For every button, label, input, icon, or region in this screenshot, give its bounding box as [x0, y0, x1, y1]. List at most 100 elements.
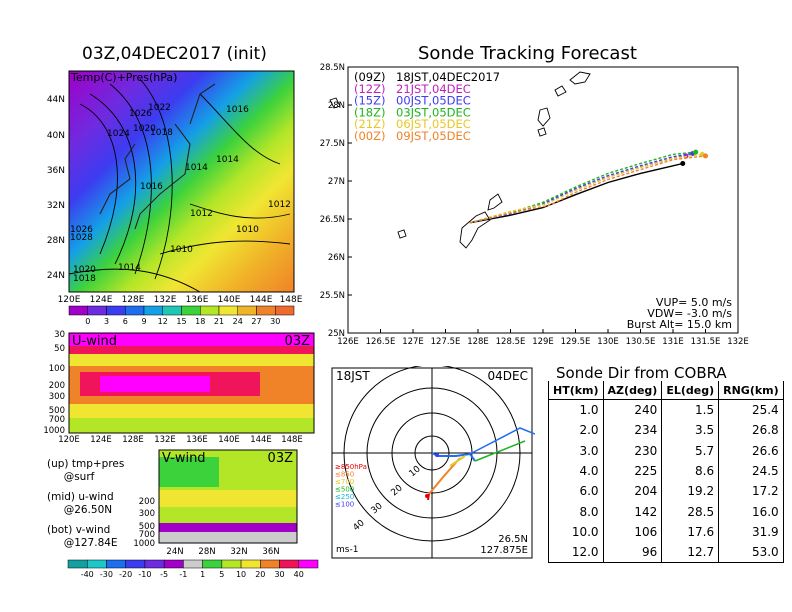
pressure-label: 1016 [226, 105, 249, 115]
table-cell: 3.0 [548, 440, 604, 461]
table-row: 4.0 225 8.6 24.5 [548, 460, 784, 482]
colorbar-segment [200, 305, 220, 316]
table-cell: 24.5 [718, 460, 784, 482]
colorbar-segment [162, 305, 182, 316]
table-row: 12.0 96 12.7 53.0 [548, 542, 784, 564]
table-cell: 12.0 [548, 542, 604, 564]
pressure-label: 1012 [190, 209, 213, 219]
v-wind-xtick: 24N [166, 547, 183, 557]
v-wind-ytick: 1000 [133, 539, 155, 549]
colorbar-tick: 24 [233, 317, 243, 324]
table-cell: 234 [602, 420, 663, 441]
colorbar-tick: 1 [200, 570, 205, 579]
track-endpoint [703, 153, 708, 159]
u-wind-ytick: 300 [49, 392, 65, 402]
legend-time: 09JST,05DEC [396, 129, 471, 143]
lat-tick-label: 44N [47, 95, 65, 105]
colorbar-segment [144, 559, 165, 569]
colorbar-segment [183, 559, 203, 569]
colorbar-tick: -30 [100, 570, 113, 579]
polar-level-label: ≤850 [335, 471, 354, 479]
table-cell: 25.4 [718, 399, 784, 421]
note-line: (up) tmp+pres [47, 458, 125, 470]
pressure-label: 1024 [107, 129, 130, 139]
lon-tick-label: 144E [250, 295, 273, 305]
vup-param: VUP= 5.0 m/s [656, 296, 732, 309]
wind-colorbar: -40 -30 -20 -10 -5 -1 1 5 10 20 30 40 [67, 559, 319, 579]
lat-tick-label: 25N [328, 329, 345, 339]
table-cell: 8.0 [548, 501, 604, 522]
lat-tick-label: 25.5N [320, 291, 345, 301]
table-cell: 96 [602, 542, 663, 564]
table-cell: 8.6 [661, 460, 720, 482]
colorbar-tick: 30 [270, 317, 280, 324]
legend-run: (12Z) [354, 82, 386, 96]
u-wind-xtick: 144E [250, 435, 272, 443]
colorbar-segment [218, 305, 238, 316]
u-wind-panel: U-wind 03Z 30 50 100 200 300 500 700 100… [43, 330, 315, 443]
lon-tick-label: 129.5E [561, 337, 591, 347]
note-line: @surf [47, 471, 95, 483]
lat-tick-label: 36N [47, 166, 65, 176]
v-wind-ytick: 200 [139, 497, 155, 507]
colorbar-segment [298, 559, 319, 569]
u-wind-ytick: 1000 [43, 426, 65, 436]
table-cell: 1.0 [548, 399, 604, 421]
colorbar-tick: 10 [236, 570, 246, 579]
colorbar-segment [237, 305, 257, 316]
u-wind-xtick: 128E [122, 435, 144, 443]
v-wind-ytick: 300 [139, 509, 155, 519]
polar-lat: 26.5N [498, 534, 528, 545]
note-line: @26.50N [47, 504, 113, 516]
v-wind-time: 03Z [268, 451, 294, 466]
pressure-label: 1016 [140, 182, 163, 192]
table-cell: 230 [602, 440, 663, 461]
table-cell: 5.7 [661, 440, 720, 461]
table-cell: 6.0 [548, 481, 604, 502]
track-endpoint [693, 149, 699, 155]
legend-time: 06JST,05DEC [396, 117, 471, 131]
legend-time: 03JST,05DEC [396, 105, 471, 119]
lon-tick-label: 128E [467, 337, 489, 347]
u-wind-ytick: 100 [49, 364, 65, 374]
track-line [469, 162, 683, 224]
temp-pressure-map: 1026 1022 1016 1024 1020 1018 1014 1014 … [47, 70, 303, 324]
colorbar-tick: 40 [294, 570, 304, 579]
u-wind-xtick: 136E [186, 435, 208, 443]
v-wind-label: V-wind [162, 451, 206, 466]
left-panel-title: 03Z,04DEC2017 (init) [82, 44, 267, 64]
u-wind-label: U-wind [72, 334, 117, 349]
polar-unit: ms-1 [336, 545, 358, 555]
colorbar-segment [125, 559, 146, 569]
pressure-label: 1018 [73, 274, 96, 284]
v-wind-xtick: 32N [230, 547, 247, 557]
colorbar-segment [143, 305, 163, 316]
table-cell: 142 [602, 501, 663, 522]
polar-date: 04DEC [488, 369, 528, 383]
colorbar-segment [87, 305, 107, 316]
pressure-label: 1026 [70, 225, 93, 235]
colorbar-segment [163, 559, 184, 569]
pressure-label: 1010 [236, 225, 259, 235]
lat-tick-label: 26N [328, 253, 345, 263]
table-cell: 12.7 [661, 542, 720, 564]
colorbar-segment [279, 559, 300, 569]
polar-level-label: ≤500 [335, 486, 354, 494]
track-endpoint [680, 161, 686, 167]
table-cell: 26.8 [718, 420, 784, 441]
lon-tick-label: 132E [154, 295, 177, 305]
lon-tick-label: 124E [90, 295, 113, 305]
lon-tick-label: 148E [280, 295, 303, 305]
pressure-label: 1020 [133, 124, 156, 134]
table-cell: 3.5 [661, 420, 720, 441]
pressure-label: 1018 [150, 128, 173, 138]
lat-tick-label: 26.5N [320, 215, 345, 225]
colorbar-tick: 5 [219, 570, 224, 579]
colorbar-segment [240, 559, 261, 569]
polar-level-label: ≤700 [335, 478, 354, 486]
lat-tick-label: 40N [47, 131, 65, 141]
legend-time: 21JST,04DEC [396, 82, 471, 96]
lat-tick-label: 28.5N [320, 63, 345, 73]
polar-level-label: ≤250 [335, 493, 354, 501]
table-cell: 28.5 [661, 501, 720, 522]
